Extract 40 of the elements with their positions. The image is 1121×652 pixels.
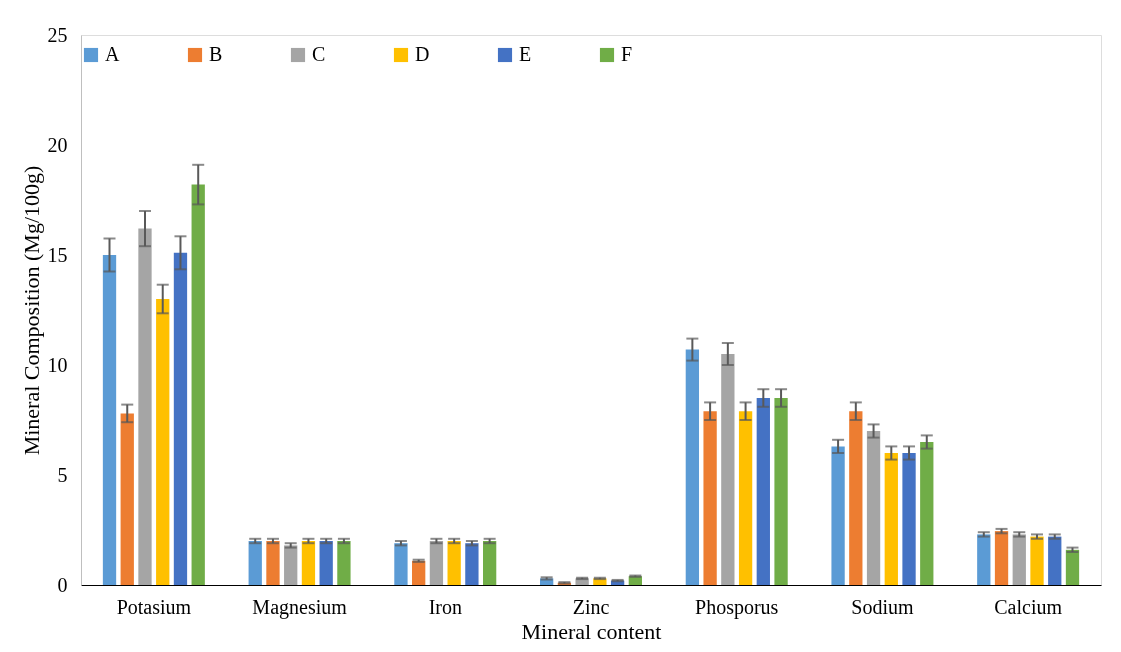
- y-axis-title: Mineral Composition (Mg/100g): [18, 165, 44, 456]
- bar: [138, 228, 152, 585]
- bar: [412, 560, 426, 585]
- y-tick-label: 15: [47, 243, 68, 266]
- x-tick-label: Phosporus: [695, 595, 779, 619]
- legend-label: F: [621, 43, 633, 65]
- bar: [920, 442, 934, 585]
- legend-label: A: [105, 43, 120, 65]
- y-tick-label: 5: [57, 463, 68, 486]
- bar: [738, 411, 753, 585]
- bar: [703, 411, 717, 585]
- bar: [102, 255, 117, 585]
- bar: [849, 411, 863, 585]
- legend-label: C: [312, 43, 326, 65]
- x-tick-label: Zinc: [572, 595, 610, 618]
- y-tick-label: 25: [47, 23, 68, 46]
- bar: [191, 184, 205, 585]
- x-tick-label: Magnesium: [252, 595, 348, 619]
- bar: [173, 252, 188, 585]
- x-tick-label: Sodium: [851, 595, 914, 618]
- legend-label: D: [415, 43, 430, 65]
- bar: [156, 299, 170, 585]
- bar: [866, 431, 881, 585]
- legend-label: B: [209, 43, 223, 65]
- y-tick-label: 20: [47, 133, 68, 156]
- x-tick-label: Potasium: [116, 595, 192, 618]
- legend-label: E: [519, 43, 532, 65]
- bar: [831, 446, 845, 585]
- x-axis-title: Mineral content: [521, 618, 662, 644]
- x-tick-label: Calcium: [994, 595, 1063, 618]
- y-tick-label: 10: [47, 353, 68, 376]
- bar: [721, 354, 735, 585]
- bar: [756, 398, 770, 585]
- bar: [902, 453, 916, 585]
- x-tick-label: Iron: [428, 595, 462, 618]
- y-tick-label: 0: [57, 573, 68, 596]
- bar: [685, 349, 700, 585]
- bar: [120, 413, 134, 585]
- bar: [774, 398, 788, 585]
- bar: [884, 453, 898, 585]
